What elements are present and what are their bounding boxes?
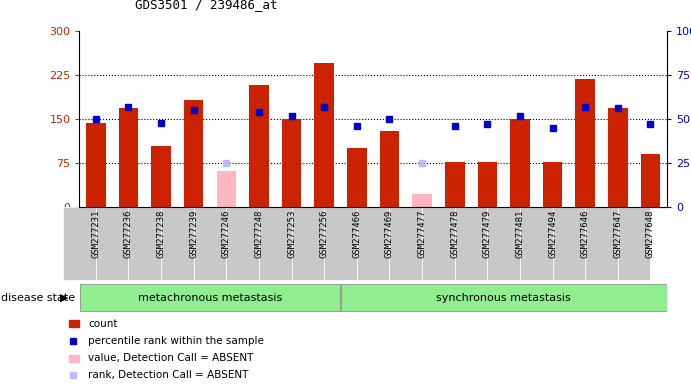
Bar xyxy=(161,207,193,280)
Bar xyxy=(413,194,432,207)
Bar xyxy=(216,171,236,207)
Bar xyxy=(487,207,520,280)
Text: GSM277479: GSM277479 xyxy=(483,210,492,258)
Text: GDS3501 / 239486_at: GDS3501 / 239486_at xyxy=(135,0,277,12)
Bar xyxy=(379,131,399,207)
Bar xyxy=(314,63,334,207)
Bar xyxy=(282,119,301,207)
Text: GSM277646: GSM277646 xyxy=(580,210,589,258)
Bar xyxy=(341,284,667,311)
Bar xyxy=(249,86,269,207)
Bar xyxy=(193,207,226,280)
Bar xyxy=(585,207,618,280)
Bar xyxy=(455,207,487,280)
Text: GSM277248: GSM277248 xyxy=(254,210,263,258)
Bar xyxy=(151,146,171,207)
Bar xyxy=(86,122,106,207)
Text: GSM277253: GSM277253 xyxy=(287,210,296,258)
Text: disease state: disease state xyxy=(1,293,75,303)
Bar xyxy=(445,162,464,207)
Bar xyxy=(543,162,562,207)
Text: value, Detection Call = ABSENT: value, Detection Call = ABSENT xyxy=(88,353,254,363)
Bar xyxy=(324,207,357,280)
Text: GSM277469: GSM277469 xyxy=(385,210,394,258)
Text: GSM277477: GSM277477 xyxy=(417,210,426,258)
Bar xyxy=(79,284,341,311)
Text: GSM277481: GSM277481 xyxy=(515,210,524,258)
Bar xyxy=(259,207,292,280)
Bar xyxy=(68,355,79,362)
Text: synchronous metastasis: synchronous metastasis xyxy=(436,293,571,303)
Bar xyxy=(608,108,627,207)
Bar xyxy=(347,149,367,207)
Text: metachronous metastasis: metachronous metastasis xyxy=(138,293,282,303)
Bar xyxy=(226,207,259,280)
Bar xyxy=(357,207,390,280)
Bar xyxy=(520,207,553,280)
Bar xyxy=(390,207,422,280)
Text: percentile rank within the sample: percentile rank within the sample xyxy=(88,336,265,346)
Text: GSM277478: GSM277478 xyxy=(451,210,460,258)
Text: rank, Detection Call = ABSENT: rank, Detection Call = ABSENT xyxy=(88,370,249,381)
Text: GSM277239: GSM277239 xyxy=(189,210,198,258)
Text: GSM277466: GSM277466 xyxy=(352,210,361,258)
Bar xyxy=(184,100,203,207)
Bar xyxy=(641,154,661,207)
Bar xyxy=(96,207,129,280)
Bar xyxy=(618,207,650,280)
Text: GSM277648: GSM277648 xyxy=(646,210,655,258)
Text: GSM277647: GSM277647 xyxy=(614,210,623,258)
Text: GSM277256: GSM277256 xyxy=(320,210,329,258)
Bar xyxy=(292,207,324,280)
Bar xyxy=(553,207,585,280)
Text: ▶: ▶ xyxy=(60,293,68,303)
Bar xyxy=(68,320,79,327)
Bar xyxy=(576,79,595,207)
Bar xyxy=(422,207,455,280)
Bar xyxy=(63,207,96,280)
Bar xyxy=(477,162,497,207)
Text: GSM277246: GSM277246 xyxy=(222,210,231,258)
Text: GSM277238: GSM277238 xyxy=(157,210,166,258)
Bar xyxy=(510,119,530,207)
Bar xyxy=(119,108,138,207)
Text: GSM277231: GSM277231 xyxy=(91,210,100,258)
Text: count: count xyxy=(88,318,118,329)
Text: GSM277236: GSM277236 xyxy=(124,210,133,258)
Bar xyxy=(129,207,161,280)
Text: GSM277494: GSM277494 xyxy=(548,210,557,258)
